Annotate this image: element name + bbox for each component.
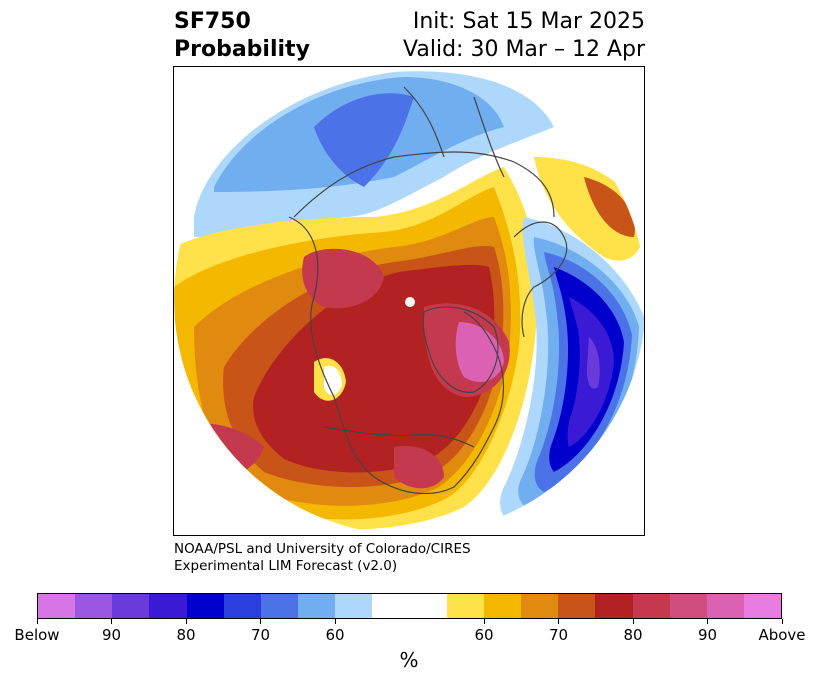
colorbar-tick-mark: [632, 619, 634, 624]
colorbar-swatch: [706, 594, 744, 618]
colorbar-swatch: [632, 594, 670, 618]
colorbar-tick-label: 60: [474, 626, 494, 644]
colorbar-swatch: [149, 594, 187, 618]
probability-field: [174, 67, 644, 535]
colorbar-tick-mark: [36, 619, 38, 624]
colorbar-swatch: [743, 594, 782, 618]
polar-stereographic-map: [174, 67, 644, 535]
colorbar-swatch: [75, 594, 113, 618]
above-europe-outer: [534, 157, 644, 261]
above-us-85: [394, 446, 444, 489]
colorbar-swatch: [558, 594, 596, 618]
below-region-inner: [314, 93, 414, 187]
colorbar-tick-mark: [483, 619, 485, 624]
colorbar-swatch: [223, 594, 261, 618]
forecast-dates: Init: Sat 15 Mar 2025 Valid: 30 Mar – 12…: [403, 8, 645, 64]
colorbar-tick-mark: [334, 619, 336, 624]
above-europe-inner: [584, 177, 635, 237]
colorbar-tick-label: 90: [101, 626, 122, 644]
colorbar-swatch: [595, 594, 633, 618]
colorbar-swatch: [186, 594, 224, 618]
colorbar-tick-label: 90: [697, 626, 718, 644]
title-variable: SF750: [174, 9, 251, 34]
init-date: Init: Sat 15 Mar 2025: [412, 9, 645, 34]
colorbar-tick-mark: [558, 619, 559, 624]
colorbar-swatch: [260, 594, 299, 618]
credit-line2: Experimental LIM Forecast (v2.0): [174, 558, 398, 574]
valid-range: Valid: 30 Mar – 12 Apr: [403, 37, 645, 62]
greenland-coast: [422, 306, 499, 393]
colorbar-swatch: [298, 594, 336, 618]
colorbar-tick-mark: [707, 619, 708, 624]
colorbar-swatch: [409, 594, 447, 618]
above-canada-90: [455, 322, 504, 382]
colorbar-unit: %: [399, 648, 419, 672]
colorbar-tick-mark: [185, 619, 187, 624]
russia-border: [403, 86, 505, 178]
colorbar-tick-label: 80: [176, 626, 196, 644]
credit-line1: NOAA/PSL and University of Colorado/CIRE…: [174, 541, 471, 557]
colorbar-tick-label: Above: [758, 626, 806, 644]
above-band-85: [302, 248, 384, 309]
colorbar-tick-mark: [781, 619, 783, 624]
above-sw-90: [174, 445, 239, 484]
polar-map: [173, 66, 645, 536]
colorbar-tick-label: Below: [14, 626, 60, 644]
colorbar-swatch: [446, 594, 484, 618]
pole-marker: [405, 297, 415, 307]
colorbar-swatch: [521, 594, 559, 618]
colorbar-tick-mark: [111, 619, 112, 624]
us-border: [323, 426, 475, 448]
credit-text: NOAA/PSL and University of Colorado/CIRE…: [174, 541, 471, 575]
map-title: SF750 Probability: [174, 8, 310, 64]
coastlines: [288, 86, 568, 495]
colorbar-swatch: [372, 594, 410, 618]
colorbar-tick-label: 70: [250, 626, 271, 644]
colorbar-tick-label: 70: [548, 626, 569, 644]
colorbar-swatch: [483, 594, 522, 618]
colorbar-swatch: [112, 594, 150, 618]
colorbar: [37, 593, 782, 619]
below-atlantic-90: [586, 337, 600, 389]
asia-coast: [293, 151, 555, 218]
title-product: Probability: [174, 37, 310, 62]
colorbar-tick-label: 60: [325, 626, 345, 644]
colorbar-tick-label: 80: [623, 626, 643, 644]
colorbar-tick-mark: [260, 619, 261, 624]
colorbar-swatch: [38, 594, 76, 618]
europe-coast: [513, 221, 568, 338]
north-america-coast: [288, 216, 504, 495]
colorbar-swatch: [669, 594, 707, 618]
neutral-spot-inner: [324, 365, 342, 396]
colorbar-swatch: [335, 594, 373, 618]
